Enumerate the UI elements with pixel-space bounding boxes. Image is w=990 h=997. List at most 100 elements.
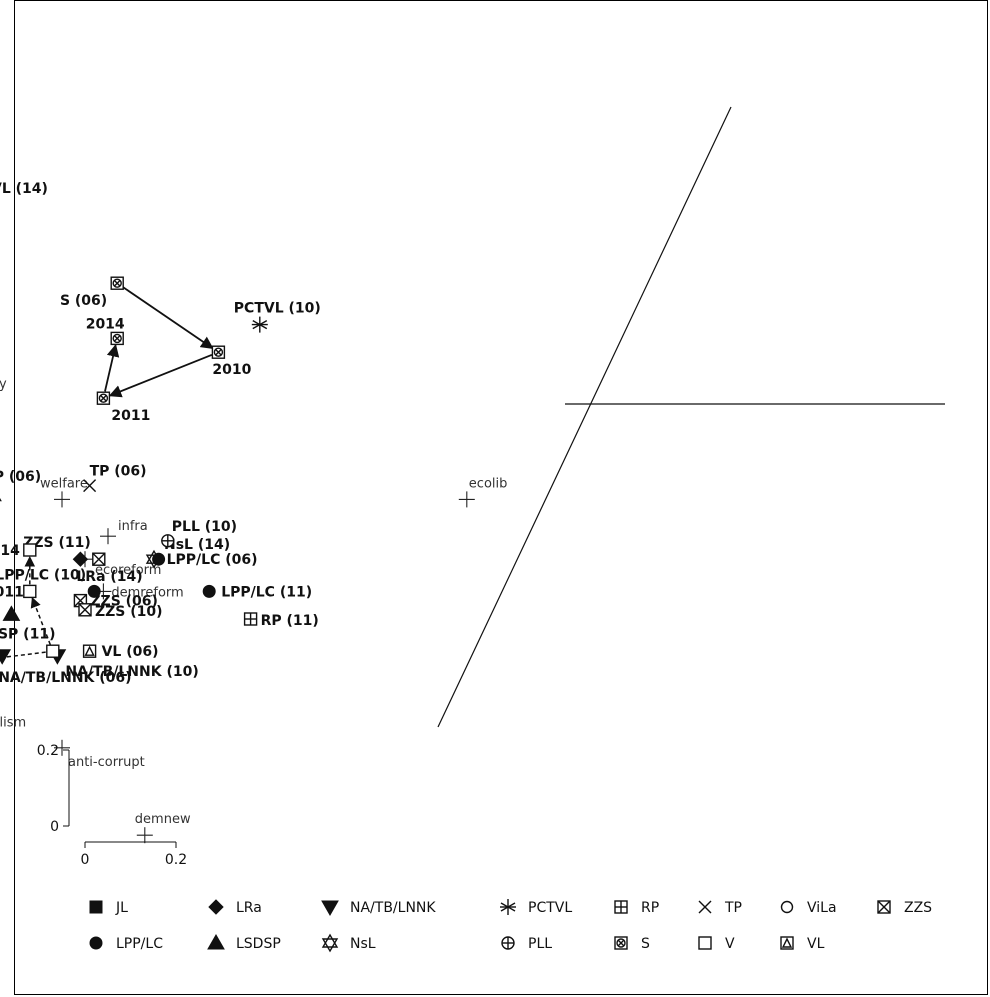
series-lsdsp: LSDSP (06) LSDSP (11) (0, 469, 55, 642)
point-v-pt2 (46, 644, 60, 658)
variable-label: anti-corrupt (68, 755, 145, 770)
point-rp-rp-11 (243, 612, 258, 626)
legend-label: NsL (350, 936, 376, 952)
variable-label: welfare (40, 476, 88, 491)
point-zzs-zzs-10 (78, 603, 92, 617)
point-label: LRa (14) (76, 569, 142, 585)
legend-item-s: S (614, 936, 650, 952)
series-rp: RP (11) (243, 612, 319, 629)
series-vl: VL (06) (82, 644, 159, 660)
point-v-2011 (23, 584, 37, 599)
legend-marker (780, 936, 794, 950)
series-nsl: NsL (14) (145, 537, 230, 569)
variable-label: ecoreform (95, 563, 161, 578)
legend-marker (208, 899, 224, 915)
legend-item-lsdsp: LSDSP (207, 933, 281, 952)
legend-label: TP (724, 900, 742, 916)
series-s: S (06) 2010 2011 2014 (60, 276, 252, 424)
point-v-2014 (23, 543, 37, 557)
point-s-2011 (96, 391, 111, 405)
legend-label: JL (115, 900, 128, 916)
point-label: PCTVL (14) (0, 181, 48, 197)
variable-nationalism: nationalism (0, 715, 26, 730)
point-label: NsL (14) (164, 537, 230, 553)
legend-item-tp: TP (698, 900, 742, 916)
legend-item-vila: ViLa (780, 900, 837, 916)
point-pll-pll-10 (161, 534, 175, 548)
variable-label: demnew (135, 812, 191, 827)
point-label: LPP/LC (06) (167, 552, 258, 568)
series-tp: TP (06) (83, 464, 147, 493)
point-s-2010 (211, 345, 226, 359)
legend-label: RP (641, 900, 659, 916)
legend-marker (321, 900, 339, 917)
trajectory-layer (0, 286, 214, 659)
legend-marker (780, 900, 794, 914)
legend-marker (207, 933, 225, 950)
legend: JL LRa NA/TB/LNNK PCTVL RP TP ViLa ZZS LPP/LC LSD… (89, 899, 932, 953)
axes-layer (437, 106, 945, 728)
point-label: 2011 (111, 408, 150, 424)
legend-marker (614, 936, 628, 950)
variable-label: nationalism (0, 715, 26, 730)
point-s-s-06 (110, 276, 124, 290)
point-lpp-lc-lpp-lc-11 (202, 584, 216, 598)
series-na-tb-lnnk: NA/TB/LNNK (06)NA/TB/LNNK (10)NA/TB/LNNK… (0, 649, 199, 686)
point-pctvl-pctvl-10 (251, 316, 268, 333)
trajectory-segment (0, 651, 46, 659)
point-label: 2010 (212, 362, 251, 378)
series-lra: LRa (14) (72, 551, 143, 585)
legend-label: LRa (236, 900, 262, 916)
variable-anti-corrupt: anti-corrupt (54, 739, 145, 770)
series-v: 2014 2011 (0, 543, 60, 658)
point-label: NA/TB/LNNK (06) (0, 670, 132, 686)
legend-marker (614, 900, 628, 914)
point-nsl-nsl-14 (145, 549, 163, 569)
legend-marker (698, 900, 712, 914)
legend-item-v: V (698, 936, 735, 952)
point-label: ZZS (11) (23, 535, 91, 551)
chart-frame (14, 0, 988, 995)
point-label: ZZS (10) (95, 604, 163, 620)
legend-marker (321, 933, 339, 953)
trajectory-segment (122, 286, 214, 350)
variable-label: demreform (111, 585, 183, 600)
cultlib-axis-line (437, 106, 732, 728)
legend-label: VL (807, 936, 825, 952)
variable-layer: cultlibsecurityanti-immigwelfareecolibin… (0, 377, 507, 844)
point-vl-vl-06 (82, 644, 97, 658)
point-lsdsp-lsdsp-06 (0, 498, 2, 502)
point-zzs-zzs-11 (92, 552, 106, 566)
legend-item-rp: RP (614, 900, 659, 916)
point-label: LSDSP (06) (0, 469, 41, 485)
legend-label: PLL (528, 936, 552, 952)
point-label: 2011 (0, 584, 24, 600)
point-s-2014 (110, 331, 124, 346)
point-label: LSDSP (11) (0, 626, 55, 642)
point-label: S (06) (60, 293, 107, 309)
trajectory-segment (108, 353, 213, 398)
legend-marker (500, 899, 516, 915)
legend-label: ViLa (807, 900, 837, 916)
variable-demnew: demnew (135, 812, 191, 844)
variable-infra: infra (100, 519, 148, 545)
scale-bar: 0.2 0 0 0.2 (37, 743, 187, 868)
point-lsdsp-lsdsp-11 (2, 605, 21, 621)
point-label: PLL (10) (172, 519, 237, 535)
legend-marker (89, 936, 103, 950)
point-label: RP (11) (261, 613, 319, 629)
legend-item-jl: JL (89, 900, 128, 916)
legend-marker (877, 900, 891, 914)
trajectory-segment (30, 596, 51, 645)
legend-label: LPP/LC (116, 936, 163, 952)
point-lpp-lc-lpp-lc-10 (87, 584, 101, 598)
legend-item-zzs: ZZS (877, 900, 932, 916)
legend-item-lra: LRa (208, 899, 262, 916)
trajectory-v-dashed (0, 555, 51, 659)
variable-welfare: welfare (40, 476, 88, 508)
point-lra-lra-14 (72, 551, 89, 567)
legend-label: V (725, 936, 735, 952)
variable-ecolib: ecolib (458, 476, 507, 508)
legend-item-lpp-lc: LPP/LC (89, 936, 163, 952)
